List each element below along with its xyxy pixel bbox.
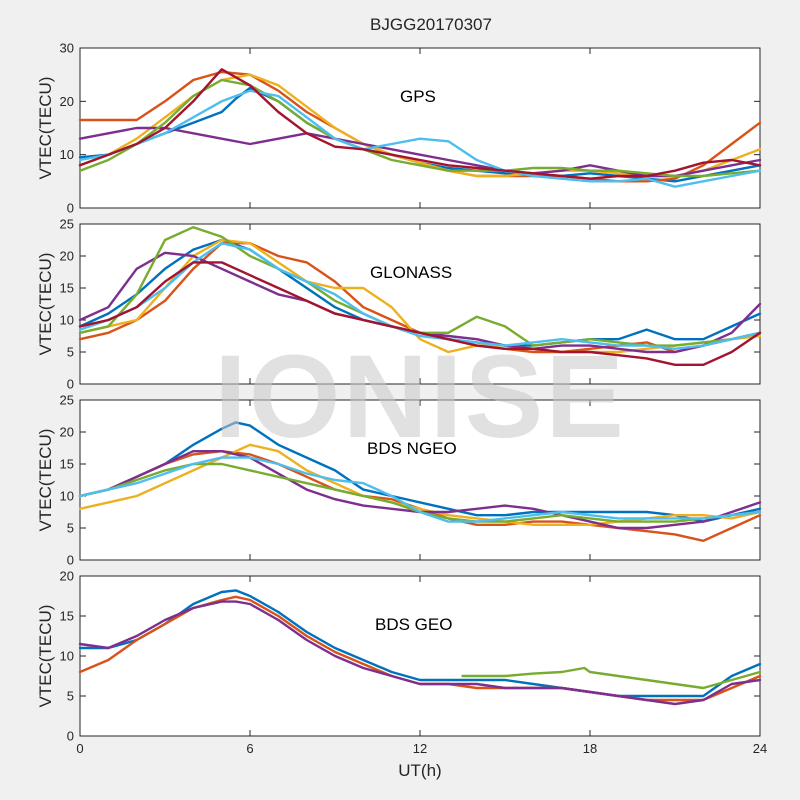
y-axis-label: VTEC(TECU) — [36, 77, 55, 180]
series-line-5 — [78, 456, 762, 523]
y-tick-label: 30 — [60, 41, 74, 56]
series-line-4 — [78, 78, 762, 178]
panel-label: BDS GEO — [375, 615, 452, 634]
panel-label: GLONASS — [370, 263, 452, 282]
series-line-6 — [78, 68, 762, 180]
y-tick-label: 10 — [60, 489, 74, 504]
panel-0: 0 10 20 30 VTEC(TECU) GPS — [36, 41, 762, 216]
panel-3: 0 6 12 18 24 0 5 10 15 20 VTEC(TECU) BDS GEO UT(h) — [36, 569, 767, 781]
x-tick-label: 18 — [583, 741, 597, 756]
y-axis-label: VTEC(TECU) — [36, 605, 55, 708]
y-tick-label: 15 — [60, 609, 74, 624]
x-tick-label: 0 — [76, 741, 83, 756]
y-tick-label: 5 — [67, 689, 74, 704]
y-tick-label: 0 — [67, 729, 74, 744]
series-line-2 — [78, 600, 762, 706]
y-tick-label: 10 — [60, 649, 74, 664]
panel-label: BDS NGEO — [367, 439, 457, 458]
y-tick-label: 25 — [60, 217, 74, 232]
y-tick-label: 15 — [60, 281, 74, 296]
y-tick-label: 0 — [67, 377, 74, 392]
y-tick-label: 20 — [60, 425, 74, 440]
y-axis-label: VTEC(TECU) — [36, 253, 55, 356]
watermark: IONISE — [214, 331, 626, 463]
x-tick-label: 6 — [246, 741, 253, 756]
y-tick-label: 0 — [67, 201, 74, 216]
y-tick-label: 15 — [60, 457, 74, 472]
series-line-3 — [461, 666, 762, 690]
series-line-5 — [78, 89, 762, 188]
y-tick-label: 25 — [60, 393, 74, 408]
y-tick-label: 5 — [67, 521, 74, 536]
axes-box — [79, 575, 761, 737]
y-tick-label: 20 — [60, 249, 74, 264]
y-tick-label: 5 — [67, 345, 74, 360]
x-axis-label: UT(h) — [398, 761, 441, 780]
y-tick-label: 20 — [60, 94, 74, 109]
x-tick-label: 24 — [753, 741, 767, 756]
y-tick-label: 10 — [60, 147, 74, 162]
axes-box — [79, 399, 761, 561]
panel-2: 0 5 10 15 20 25 VTEC(TECU) BDS NGEO — [36, 393, 762, 568]
y-tick-label: 20 — [60, 569, 74, 584]
y-tick-label: 10 — [60, 313, 74, 328]
x-tick-label: 12 — [413, 741, 427, 756]
y-tick-label: 0 — [67, 553, 74, 568]
chart-title: BJGG20170307 — [370, 15, 492, 34]
series-line-0 — [78, 589, 762, 698]
panel-label: GPS — [400, 87, 436, 106]
series-line-6 — [78, 261, 762, 366]
panel-1: 0 5 10 15 20 25 VTEC(TECU) GLONASS — [36, 217, 762, 392]
series-line-0 — [78, 421, 762, 523]
y-axis-label: VTEC(TECU) — [36, 429, 55, 532]
